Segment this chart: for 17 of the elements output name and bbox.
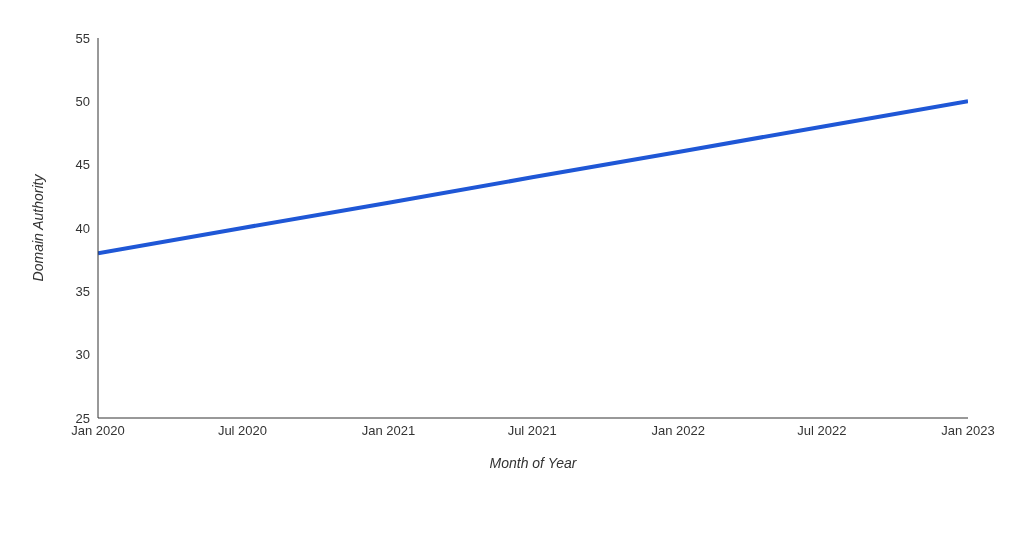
y-tick-label: 30 (75, 347, 90, 363)
x-axis-title: Month of Year (489, 455, 578, 471)
x-tick-label: Jan 2020 (71, 423, 125, 439)
y-tick-label: 50 (75, 93, 90, 109)
x-tick-label: Jan 2023 (941, 423, 995, 439)
x-tick-label: Jul 2021 (507, 423, 557, 439)
y-axis-title: Domain Authority (29, 173, 46, 282)
y-tick-label: 25 (75, 410, 90, 426)
line-series (98, 99, 968, 256)
x-tick-label: Jan 2021 (361, 423, 416, 439)
x-tick-label: Jul 2022 (797, 423, 847, 439)
y-tick-label: 40 (75, 220, 90, 236)
y-tick-label: 55 (75, 30, 90, 46)
x-tick-label: Jul 2020 (217, 423, 268, 439)
y-tick-label: 45 (75, 157, 90, 173)
x-tick-label: Jan 2022 (651, 423, 706, 439)
y-tick-label: 35 (75, 283, 90, 299)
